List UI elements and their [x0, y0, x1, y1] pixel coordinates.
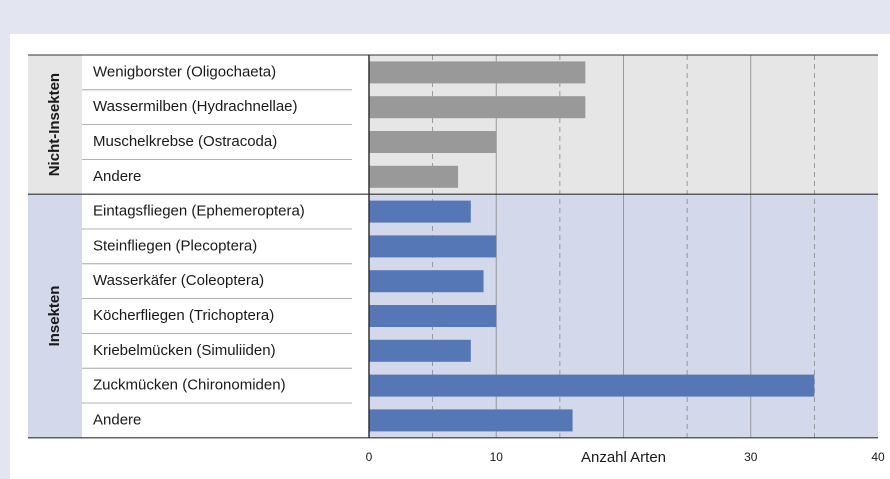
category-label: Wasserkäfer (Coleoptera)	[93, 272, 264, 289]
category-label: Andere	[93, 168, 141, 185]
category-label: Andere	[93, 411, 141, 428]
bar	[369, 96, 586, 119]
label-background	[82, 194, 369, 438]
group-label: Insekten	[46, 286, 63, 347]
bar	[369, 235, 497, 258]
x-tick-label: 40	[871, 450, 885, 464]
x-tick-label: 10	[490, 450, 504, 464]
x-tick-label: 30	[744, 450, 758, 464]
category-label: Muschelkrebse (Ostracoda)	[93, 133, 277, 150]
group-background	[28, 194, 82, 438]
bar	[369, 374, 815, 397]
category-label: Steinfliegen (Plecoptera)	[93, 237, 257, 254]
bar	[369, 270, 484, 293]
bar	[369, 409, 573, 432]
group-background	[28, 55, 82, 195]
bar	[369, 305, 497, 327]
bar	[369, 61, 586, 84]
category-label: Eintagsfliegen (Ephemeroptera)	[93, 203, 305, 220]
x-tick-label: 0	[366, 450, 373, 464]
bar	[369, 131, 497, 153]
bar	[369, 339, 471, 362]
category-label: Wenigborster (Oligochaeta)	[93, 63, 276, 80]
category-label: Kriebelmücken (Simuliiden)	[93, 342, 276, 359]
bar	[369, 165, 459, 188]
bar	[369, 200, 471, 223]
category-label: Wassermilben (Hydrachnellae)	[93, 98, 298, 115]
x-axis-label: Anzahl Arten	[581, 449, 666, 466]
category-label: Köcherfliegen (Trichoptera)	[93, 307, 274, 324]
category-label: Zuckmücken (Chironomiden)	[93, 377, 286, 394]
group-label: Nicht-Insekten	[46, 73, 63, 176]
